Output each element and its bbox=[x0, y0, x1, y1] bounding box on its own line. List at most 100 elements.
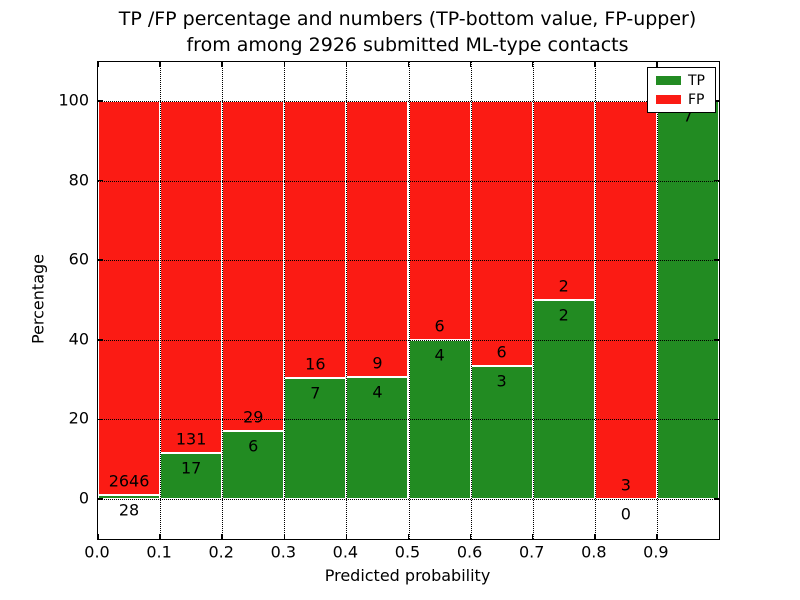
x-tick-label: 0.1 bbox=[146, 542, 172, 562]
tp-count-label: 4 bbox=[372, 382, 383, 402]
y-tick-mark bbox=[714, 339, 719, 341]
v-gridline bbox=[346, 62, 348, 539]
bar-fp bbox=[160, 101, 223, 454]
y-tick-mark bbox=[98, 179, 103, 182]
bar-tp bbox=[346, 376, 409, 499]
bar-fp bbox=[532, 101, 595, 300]
x-tick-label: 0.3 bbox=[270, 542, 297, 562]
fp-count-label: 2 bbox=[558, 276, 569, 296]
v-gridline bbox=[470, 62, 472, 539]
tp-count-label: 4 bbox=[434, 345, 445, 365]
fp-count-label: 131 bbox=[175, 429, 207, 449]
tp-count-label: 17 bbox=[180, 458, 202, 478]
y-tick-mark bbox=[714, 418, 719, 421]
fp-count-label: 3 bbox=[620, 475, 631, 495]
bar-fp bbox=[594, 101, 657, 499]
y-tick-mark bbox=[98, 498, 103, 500]
legend-label: TP bbox=[688, 72, 705, 89]
x-tick-label: 0.7 bbox=[518, 542, 545, 562]
x-tick-mark bbox=[469, 534, 472, 539]
tp-count-label: 28 bbox=[118, 500, 140, 520]
y-axis-label: Percentage bbox=[28, 253, 48, 345]
chart-title: TP /FP percentage and numbers (TP-bottom… bbox=[97, 6, 718, 58]
legend-label: FP bbox=[688, 91, 705, 108]
fp-count-label: 29 bbox=[243, 407, 264, 427]
v-gridline bbox=[408, 62, 410, 539]
v-gridline bbox=[222, 62, 224, 539]
tp-count-label: 0 bbox=[620, 504, 631, 524]
tp-count-label: 7 bbox=[682, 106, 694, 126]
fp-legend-swatch bbox=[656, 95, 681, 104]
fp-count-label: 6 bbox=[434, 316, 445, 336]
bar-fp bbox=[222, 101, 285, 431]
chart-title-line1: TP /FP percentage and numbers (TP-bottom… bbox=[118, 8, 697, 30]
bar-tp bbox=[470, 366, 533, 499]
x-tick-mark bbox=[531, 62, 534, 67]
x-tick-label: 0.8 bbox=[581, 542, 607, 562]
x-tick-label: 0.2 bbox=[208, 542, 234, 562]
v-gridline bbox=[594, 62, 596, 539]
legend: TP FP bbox=[647, 67, 716, 113]
y-tick-label: 0 bbox=[78, 488, 89, 508]
x-tick-label: 0.5 bbox=[394, 542, 421, 562]
x-tick-mark bbox=[97, 534, 99, 539]
fp-count-label: 2646 bbox=[108, 471, 150, 491]
v-gridline bbox=[284, 62, 286, 539]
bar-fp bbox=[470, 101, 533, 367]
bar-tp bbox=[656, 101, 719, 499]
x-tick-label: 0.0 bbox=[84, 542, 110, 562]
x-tick-mark bbox=[656, 534, 658, 539]
y-tick-mark bbox=[98, 418, 103, 421]
x-tick-mark bbox=[407, 534, 410, 539]
y-tick-mark bbox=[98, 259, 103, 261]
x-tick-mark bbox=[594, 534, 596, 539]
x-tick-mark bbox=[159, 534, 161, 539]
x-tick-mark bbox=[283, 62, 286, 67]
tp-count-label: 6 bbox=[248, 436, 259, 456]
y-tick-mark bbox=[714, 179, 719, 182]
y-tick-mark bbox=[714, 498, 719, 500]
x-tick-mark bbox=[407, 62, 410, 67]
bar-tp bbox=[532, 300, 595, 499]
bar-fp bbox=[408, 101, 471, 340]
x-tick-mark bbox=[221, 534, 223, 539]
bar-tp bbox=[160, 453, 223, 499]
y-tick-mark bbox=[98, 100, 103, 102]
x-tick-label: 0.9 bbox=[643, 542, 669, 562]
legend-row: FP bbox=[648, 93, 715, 107]
x-tick-mark bbox=[345, 534, 348, 539]
v-gridline bbox=[656, 62, 658, 539]
x-tick-mark bbox=[221, 62, 223, 67]
fp-count-label: 6 bbox=[496, 342, 507, 362]
x-tick-mark bbox=[531, 534, 534, 539]
tp-count-label: 7 bbox=[310, 383, 321, 403]
x-tick-mark bbox=[594, 62, 596, 67]
y-tick-label: 100 bbox=[58, 90, 89, 110]
fp-count-label: 16 bbox=[305, 354, 326, 374]
x-axis-label: Predicted probability bbox=[324, 566, 491, 585]
y-tick-mark bbox=[714, 100, 719, 102]
x-tick-mark bbox=[345, 62, 348, 67]
bar-tp bbox=[284, 377, 347, 499]
bar-fp bbox=[284, 101, 347, 378]
bar-fp bbox=[346, 101, 409, 377]
fp-count-label: 9 bbox=[372, 353, 383, 373]
x-tick-mark bbox=[159, 62, 161, 67]
x-tick-label: 0.6 bbox=[456, 542, 483, 562]
y-tick-mark bbox=[98, 339, 103, 341]
x-tick-mark bbox=[656, 62, 658, 67]
y-tick-mark bbox=[714, 259, 719, 261]
bar-fp bbox=[98, 101, 161, 495]
y-tick-label: 20 bbox=[68, 408, 89, 428]
chart-title-line2: from among 2926 submitted ML-type contac… bbox=[186, 34, 629, 56]
plot-area: 26462813117296167946463223007TPFP bbox=[97, 61, 720, 540]
y-tick-label: 60 bbox=[68, 249, 89, 269]
v-gridline bbox=[532, 62, 534, 539]
y-tick-label: 40 bbox=[68, 329, 89, 349]
x-tick-label: 0.4 bbox=[332, 542, 359, 562]
x-tick-mark bbox=[469, 62, 472, 67]
tp-count-label: 3 bbox=[496, 371, 507, 391]
x-tick-mark bbox=[283, 534, 286, 539]
y-tick-label: 80 bbox=[68, 170, 89, 190]
